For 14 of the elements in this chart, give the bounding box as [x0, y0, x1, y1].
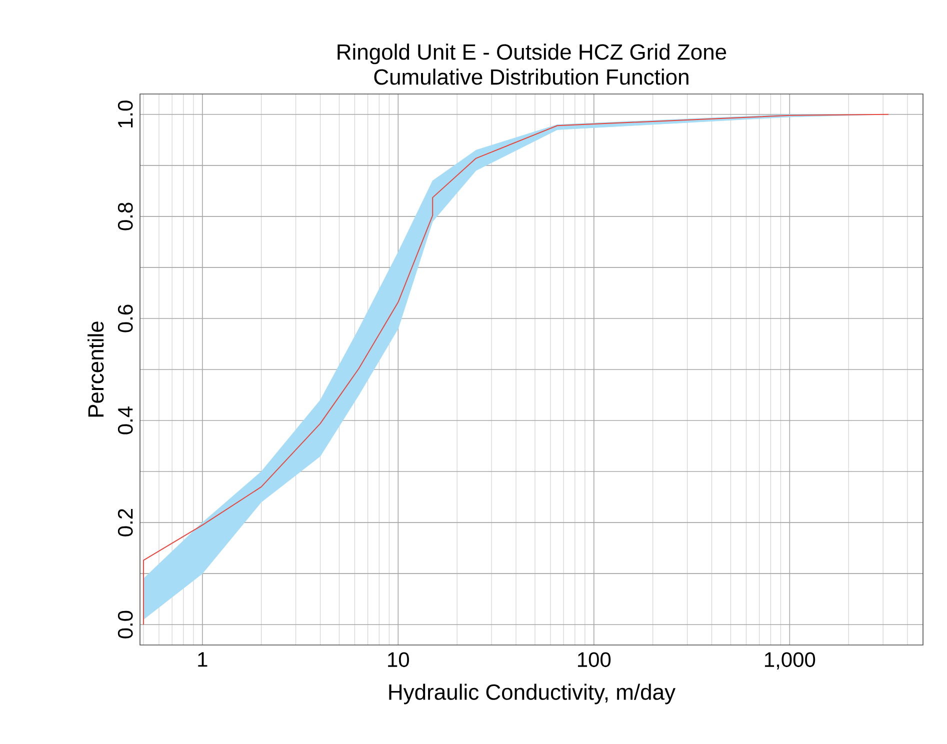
- x-tick-label: 1,000: [764, 652, 816, 670]
- y-axis-title: Percentile: [88, 322, 104, 417]
- chart-title: Ringold Unit E - Outside HCZ Grid Zone: [338, 44, 726, 64]
- chart-subtitle: Cumulative Distribution Function: [374, 68, 688, 85]
- y-tick-label: 1.0: [118, 100, 133, 128]
- y-tick-label: 0.0: [118, 610, 133, 638]
- y-tick-label: 0.4: [118, 406, 133, 434]
- x-tick-label: 100: [578, 652, 611, 668]
- y-tick-label: 0.6: [118, 304, 133, 332]
- y-tick-label: 0.8: [118, 202, 133, 230]
- y-tick-label: 0.2: [118, 509, 133, 536]
- x-tick-label: 1: [198, 652, 208, 667]
- x-tick-label: 10: [388, 652, 409, 668]
- x-axis-title: Hydraulic Conductivity, m/day: [389, 684, 676, 704]
